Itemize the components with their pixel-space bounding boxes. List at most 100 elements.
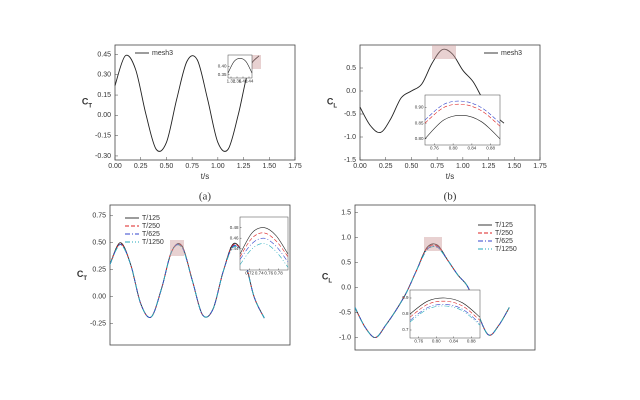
y-axis-label: CT [77, 269, 88, 281]
series-line [409, 304, 481, 324]
x-tick-label: 1.00 [211, 163, 225, 170]
y-tick-label: 0.5 [346, 65, 356, 72]
y-tick-label: 0.5 [341, 259, 351, 266]
x-tick-label: 1.75 [288, 163, 302, 170]
highlight [432, 45, 456, 59]
x-tick-label: 1.50 [507, 163, 521, 170]
y-tick-label: -0.15 [95, 132, 111, 139]
y-tick-label: 1.0 [341, 234, 351, 241]
y-label-sub: T [83, 276, 87, 282]
x-tick-label: 0.25 [134, 163, 148, 170]
series-line [227, 57, 253, 74]
y-tick-label: 0.85 [415, 120, 424, 125]
legend-label: mesh3 [152, 50, 173, 57]
highlight [170, 240, 184, 256]
y-tick-label: 1.5 [341, 209, 351, 216]
x-tick-label: 1.25 [482, 163, 496, 170]
y-tick-label: -0.5 [339, 309, 351, 316]
x-axis-label: t/s [201, 172, 209, 181]
y-tick-label: 0.50 [92, 240, 106, 247]
series-line [409, 300, 481, 321]
y-tick-label: 0.48 [230, 225, 239, 230]
x-tick-label: 1.44 [245, 79, 254, 84]
legend-label: T/625 [495, 238, 513, 245]
legend-label: T/1250 [142, 239, 164, 246]
y-tick-label: -1.5 [344, 157, 356, 164]
y-tick-label: 0.46 [230, 235, 239, 240]
legend-label: T/1250 [495, 246, 517, 253]
plot-frame [114, 44, 296, 161]
x-tick-label: 1.40 [239, 79, 248, 84]
x-tick-label: 0.75 [430, 163, 444, 170]
legend-label: T/125 [142, 215, 160, 222]
series-line [424, 100, 501, 124]
x-tick-label: 0.84 [449, 339, 458, 344]
legend-label: mesh3 [501, 50, 522, 57]
y-axis-label: CL [322, 272, 333, 284]
y-tick-label: 0.0 [346, 88, 356, 95]
x-tick-label: 0.76 [414, 339, 423, 344]
y-tick-label: 0.40 [218, 64, 227, 69]
series-line [239, 243, 289, 268]
y-label-main: C [322, 272, 329, 282]
caption: (b) [444, 191, 457, 203]
y-tick-label: -1.0 [344, 134, 356, 141]
x-tick-label: 1.75 [533, 163, 547, 170]
y-tick-label: 0.15 [97, 92, 111, 99]
x-tick-label: 0.25 [379, 163, 393, 170]
y-tick-label: -0.5 [344, 111, 356, 118]
y-axis-label: CT [82, 97, 93, 109]
legend-label: T/250 [495, 230, 513, 237]
y-label-main: C [82, 97, 89, 107]
x-tick-label: 0.75 [185, 163, 199, 170]
x-tick-label: 0.76 [264, 271, 273, 276]
series-line [424, 114, 501, 139]
legend-label: T/250 [142, 223, 160, 230]
y-tick-label: 0.9 [402, 295, 409, 300]
series-line [354, 245, 510, 338]
inset-frame [424, 94, 501, 146]
y-tick-label: 0.7 [402, 327, 409, 332]
y-tick-label: 0.45 [97, 51, 111, 58]
x-tick-label: 0.80 [432, 339, 441, 344]
x-tick-label: 0.00 [353, 163, 367, 170]
y-tick-label: 0.80 [415, 136, 424, 141]
y-tick-label: 0.90 [415, 105, 424, 110]
x-tick-label: 0.88 [486, 146, 495, 151]
x-tick-label: 0.00 [108, 163, 122, 170]
y-tick-label: 0.30 [97, 72, 111, 79]
x-tick-label: 0.88 [467, 339, 476, 344]
series-line [239, 227, 289, 255]
legend-label: T/625 [142, 231, 160, 238]
y-label-sub: L [333, 103, 337, 109]
y-tick-label: 0.8 [402, 311, 409, 316]
y-label-sub: T [88, 103, 92, 109]
x-tick-label: 1.00 [456, 163, 470, 170]
y-tick-label: 0.35 [218, 72, 227, 77]
series-line [354, 246, 510, 338]
y-label-main: C [77, 269, 84, 279]
y-tick-label: -1.0 [339, 334, 351, 341]
x-tick-label: 0.84 [467, 146, 476, 151]
series-line [409, 305, 481, 326]
y-tick-label: 0.0 [341, 284, 351, 291]
x-tick-label: 1.50 [262, 163, 276, 170]
x-tick-label: 0.76 [430, 146, 439, 151]
x-tick-label: 1.32 [227, 79, 236, 84]
x-tick-label: 0.72 [245, 271, 254, 276]
highlight [424, 237, 442, 251]
x-tick-label: 0.78 [274, 271, 283, 276]
x-tick-label: 0.74 [255, 271, 264, 276]
x-tick-label: 0.50 [405, 163, 419, 170]
x-axis-label: t/s [446, 172, 454, 181]
x-tick-label: 0.50 [160, 163, 174, 170]
y-label-main: C [327, 97, 334, 107]
series-line [239, 232, 289, 257]
y-tick-label: 0.00 [97, 112, 111, 119]
y-tick-label: 0.75 [92, 213, 106, 220]
series-line [239, 237, 289, 263]
x-tick-label: 1.36 [233, 79, 242, 84]
series-line [409, 297, 481, 318]
legend-label: T/125 [495, 222, 513, 229]
